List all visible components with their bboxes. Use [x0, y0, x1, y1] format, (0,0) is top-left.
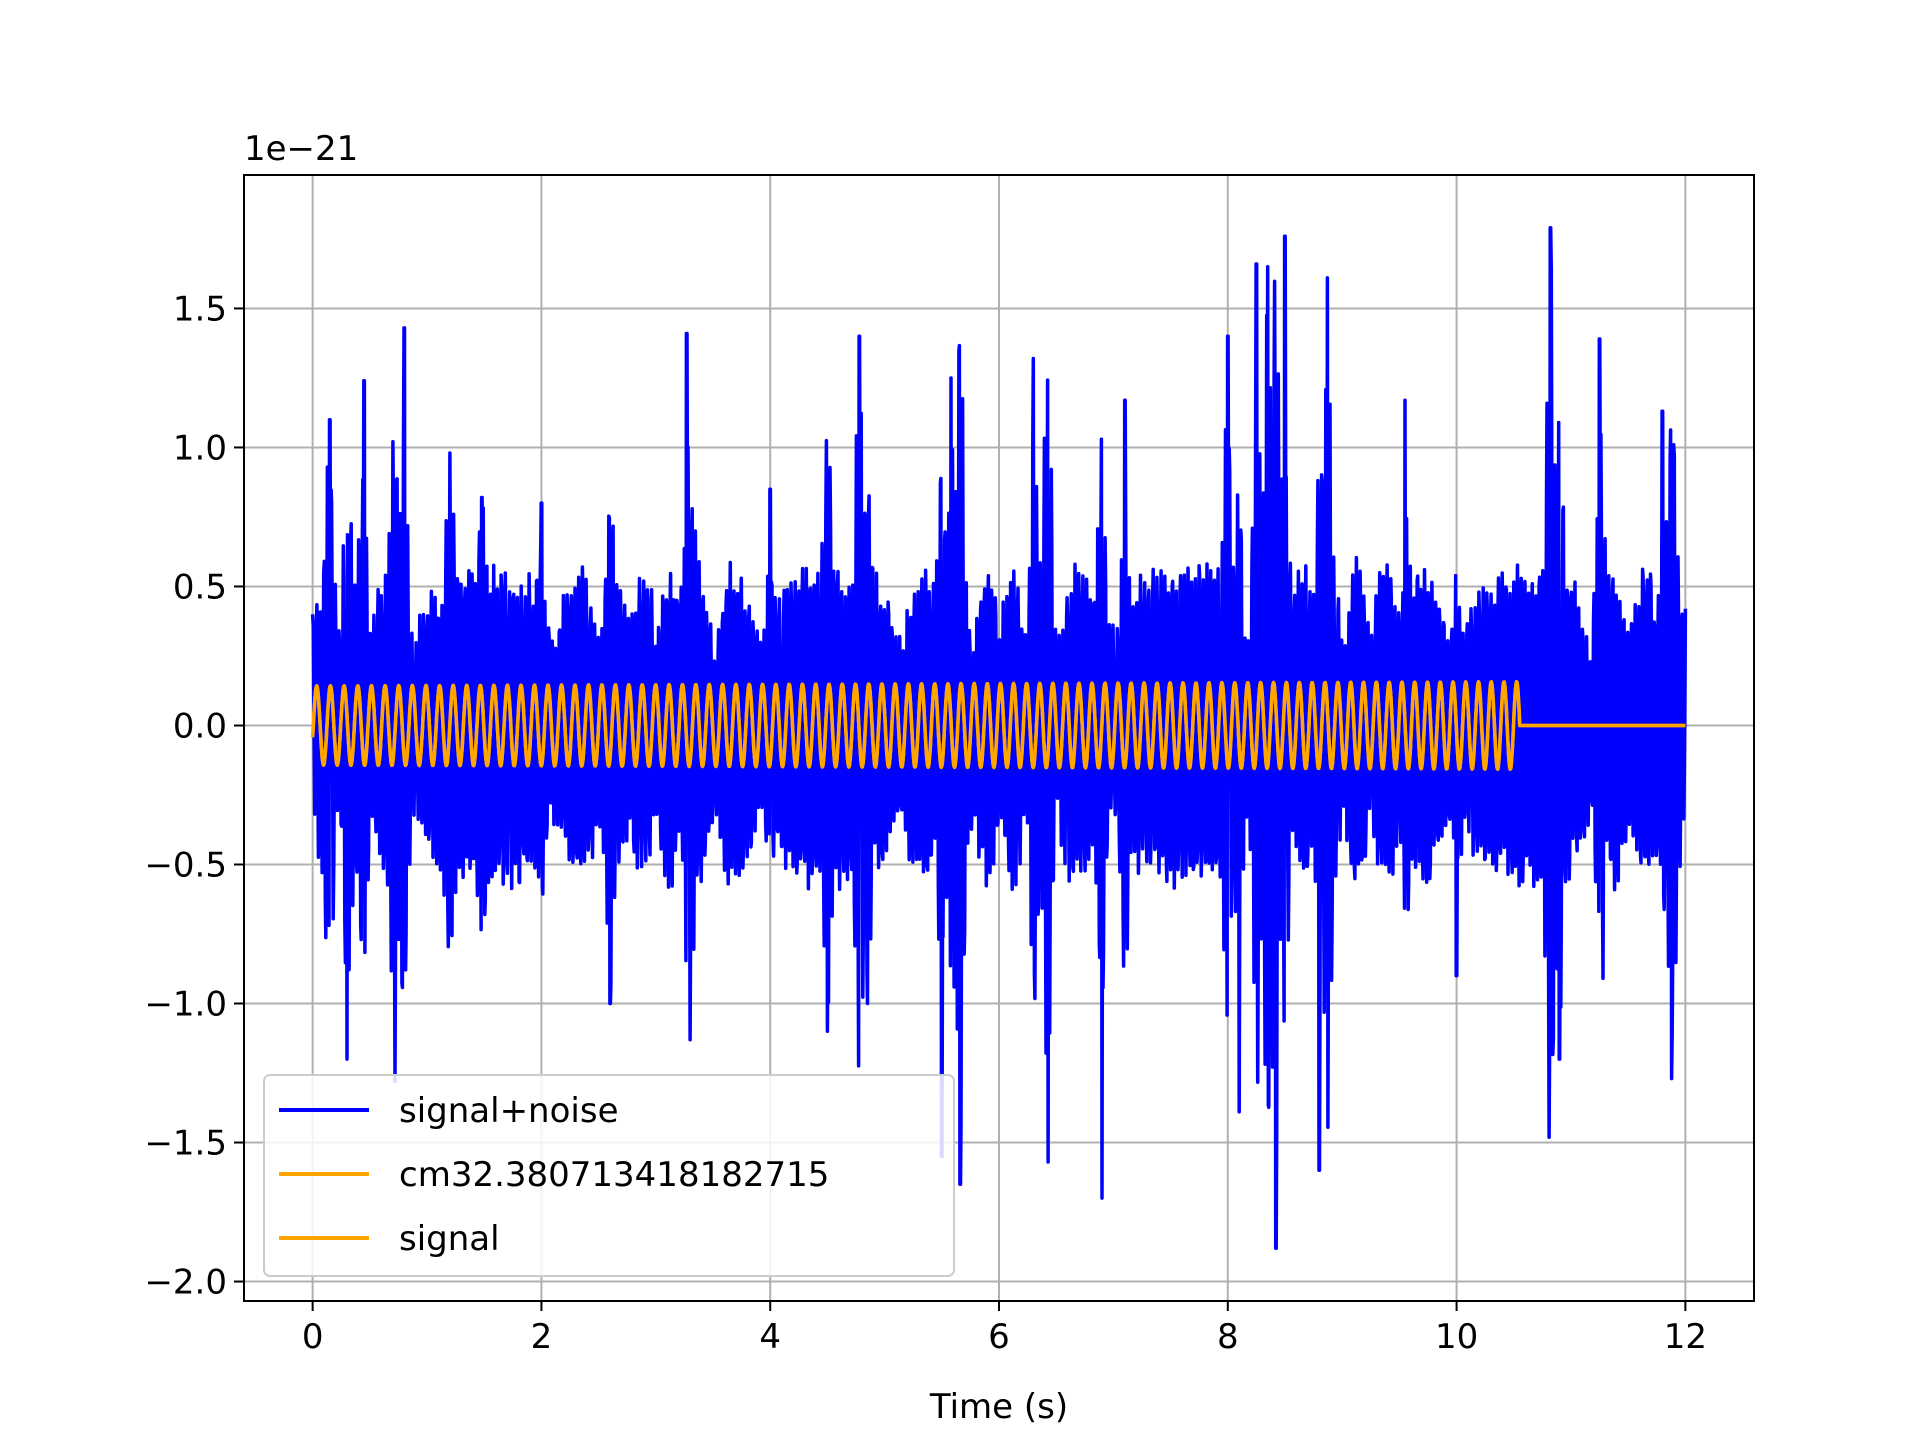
y-tick-label: 1.0 [173, 428, 227, 468]
y-tick-label: −1.0 [144, 985, 227, 1025]
x-tick-label: 8 [1217, 1317, 1239, 1357]
x-tick-label: 6 [988, 1317, 1010, 1357]
plot-series [310, 226, 1688, 1250]
x-tick-label: 12 [1664, 1317, 1707, 1357]
y-tick-label: −1.5 [144, 1124, 227, 1164]
y-tick-label: 0.0 [173, 706, 227, 746]
legend-label-signal: signal [399, 1219, 500, 1259]
y-tick-label: −2.0 [144, 1263, 227, 1303]
axis-ticks: 0 2 4 6 8 10 12 −2.0 −1.5 −1.0 −0.5 0.0 0.5 1.0 1.5 [144, 289, 1707, 1357]
legend-box [263, 1074, 955, 1277]
y-offset-label: 1e−21 [244, 129, 358, 169]
x-axis-label: Time (s) [929, 1387, 1068, 1427]
series-line-signal [310, 680, 1687, 771]
legend-label-cm: cm32.380713418182715 [399, 1155, 829, 1195]
legend-label-signal-noise: signal+noise [399, 1091, 619, 1131]
x-tick-label: 4 [759, 1317, 781, 1357]
x-tick-label: 10 [1435, 1317, 1478, 1357]
legend: signal+noise cm32.380713418182715 signal [263, 1074, 955, 1277]
y-tick-label: 1.5 [173, 289, 227, 329]
y-tick-label: −0.5 [144, 846, 227, 886]
series-line-signal-noise [310, 226, 1688, 1250]
y-tick-label: 0.5 [173, 567, 227, 607]
x-tick-label: 2 [531, 1317, 553, 1357]
x-tick-label: 0 [302, 1317, 324, 1357]
